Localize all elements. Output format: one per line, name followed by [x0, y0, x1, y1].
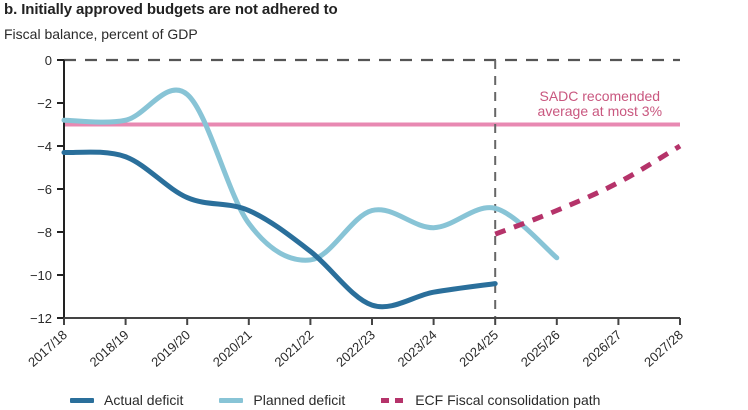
x-tick-label: 2017/18 — [25, 327, 70, 370]
x-tick-label: 2018/19 — [87, 327, 132, 370]
y-tick-label: 0 — [45, 53, 52, 68]
ecf-consolidation-path-line — [494, 143, 682, 237]
x-tick-label: 2022/23 — [333, 327, 378, 370]
x-tick-label: 2026/27 — [579, 327, 624, 370]
annotations: SADC recomended average at most 3% — [538, 88, 663, 119]
legend-swatch-planned-deficit — [219, 397, 244, 403]
sadc-annotation-line-2: average at most 3% — [538, 103, 663, 119]
actual-deficit-line — [61, 149, 498, 310]
x-tick-label: 2027/28 — [641, 327, 686, 370]
y-tick-label: −8 — [37, 225, 52, 240]
y-tick-label: −4 — [37, 139, 52, 154]
x-tick-label: 2023/24 — [395, 327, 440, 370]
legend-label-ecf-path: ECF Fiscal consolidation path — [415, 392, 601, 408]
legend-item-actual-deficit: Actual deficit — [70, 392, 183, 408]
x-tick-label: 2019/20 — [148, 327, 193, 370]
chart-title: b. Initially approved budgets are not ad… — [4, 1, 338, 18]
x-tick-label: 2021/22 — [271, 327, 316, 370]
legend-swatch-ecf-path — [381, 397, 406, 403]
y-tick-label: −12 — [30, 311, 52, 326]
y-tick-label: −10 — [30, 268, 52, 283]
reference-lines — [64, 58, 680, 318]
legend-swatch-actual-deficit — [70, 397, 94, 403]
legend-item-ecf-path: ECF Fiscal consolidation path — [381, 392, 600, 408]
y-tick-label: −2 — [37, 96, 52, 111]
x-tick-label: 2024/25 — [456, 327, 501, 370]
x-tick-label: 2025/26 — [518, 327, 563, 370]
legend: Actual deficit Planned deficit ECF Fisca… — [70, 392, 636, 408]
sadc-annotation-line-1: SADC recomended — [539, 88, 660, 104]
chart-subtitle: Fiscal balance, percent of GDP — [4, 26, 198, 42]
planned-deficit-line — [61, 87, 560, 263]
x-tick-label: 2020/21 — [210, 327, 255, 370]
legend-label-planned-deficit: Planned deficit — [253, 392, 346, 408]
legend-item-planned-deficit: Planned deficit — [219, 392, 345, 408]
series-group — [61, 87, 682, 310]
legend-label-actual-deficit: Actual deficit — [104, 392, 184, 408]
y-tick-label: −6 — [37, 182, 52, 197]
